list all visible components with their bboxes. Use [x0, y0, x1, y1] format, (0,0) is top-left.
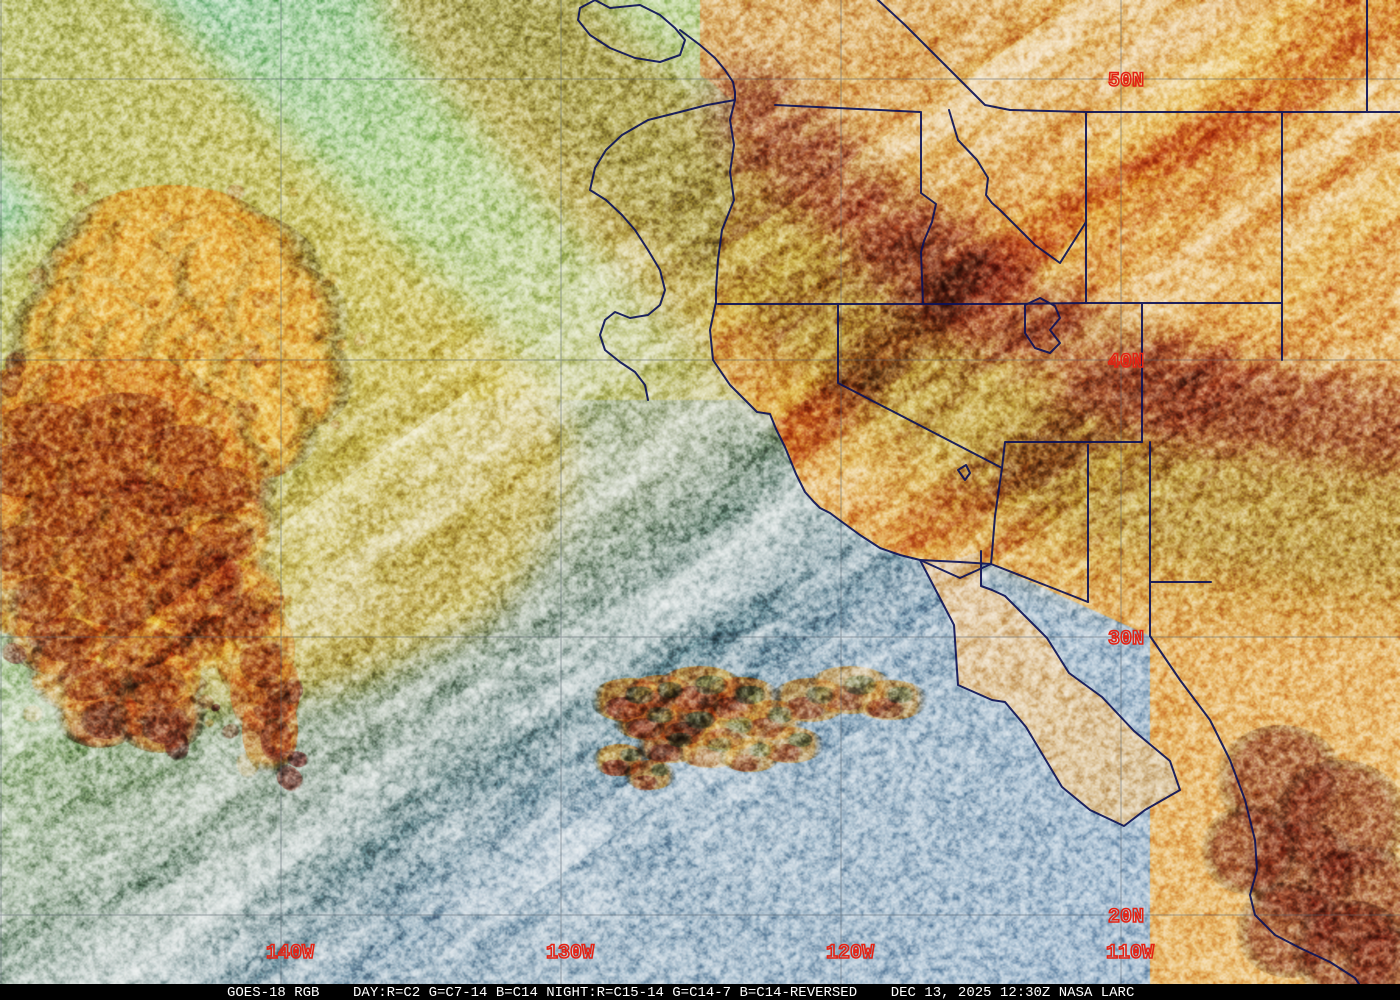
svg-text:40N: 40N — [1108, 351, 1144, 374]
svg-text:30N: 30N — [1108, 628, 1144, 651]
svg-text:140W: 140W — [266, 942, 314, 965]
svg-text:110W: 110W — [1106, 942, 1154, 965]
svg-text:120W: 120W — [826, 942, 874, 965]
svg-text:50N: 50N — [1108, 70, 1144, 93]
svg-text:20N: 20N — [1108, 906, 1144, 929]
svg-text:GOES-18 RGB DAY:R=C2 G=C7-1: GOES-18 RGB DAY:R=C2 G=C7-14 B=C14 NIGHT… — [227, 985, 1134, 1000]
svg-text:130W: 130W — [546, 942, 594, 965]
